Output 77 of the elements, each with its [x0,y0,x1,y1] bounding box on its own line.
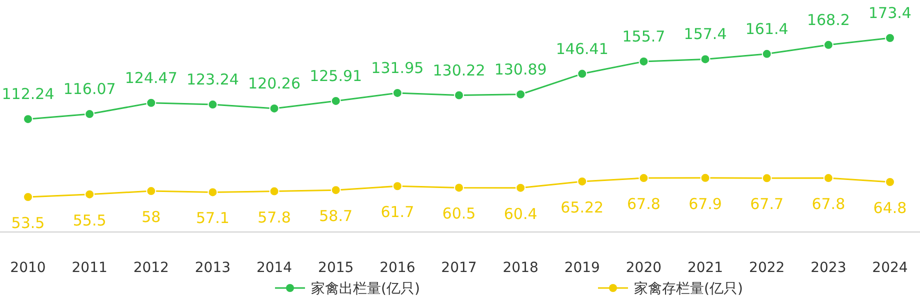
x-tick-label: 2015 [318,260,354,276]
point [454,182,464,193]
data-label: 58.7 [319,207,353,226]
point [577,68,588,79]
data-label: 57.8 [258,208,291,226]
point [516,89,526,100]
data-label: 53.5 [11,214,45,232]
point [392,181,402,192]
x-tick-label: 2020 [626,260,662,276]
x-tick-label: 2010 [10,260,46,276]
data-label: 67.8 [812,195,846,214]
x-tick-label: 2022 [749,260,785,276]
point [23,114,33,124]
point [885,177,895,188]
point [823,173,834,184]
x-tick-label: 2011 [72,260,108,276]
data-label: 120.26 [248,74,301,92]
data-label: 57.1 [196,209,230,228]
data-label: 124.47 [124,68,178,87]
data-label: 61.7 [380,203,414,222]
x-tick-label: 2017 [441,260,477,276]
point [577,176,588,186]
point [23,192,33,202]
point [823,40,834,50]
legend-label: 家禽出栏量(亿只) [311,281,420,297]
x-tick-label: 2018 [502,260,538,276]
point [392,88,402,98]
data-label: 67.8 [627,195,660,214]
point [885,33,895,43]
x-tick-label: 2023 [810,260,846,276]
data-label: 130.89 [494,60,547,78]
point [454,90,464,100]
data-label: 116.07 [63,80,116,98]
point [208,100,218,110]
point [700,172,710,183]
data-label: 125.91 [310,66,362,85]
data-label: 173.4 [868,4,912,22]
data-label: 55.5 [72,211,106,230]
data-label: 112.24 [2,85,54,104]
point [208,187,218,198]
point [84,189,95,200]
point [762,173,772,184]
point [84,109,95,120]
point [700,54,710,64]
data-label: 123.24 [186,70,239,89]
x-tick-label: 2016 [380,260,416,276]
point [638,56,649,66]
point [762,48,772,59]
x-tick-label: 2014 [256,260,292,276]
data-label: 60.5 [442,204,476,223]
data-label: 67.7 [750,195,784,214]
data-label: 58 [142,208,161,226]
x-tick-label: 2024 [872,260,908,276]
data-label: 161.4 [745,20,788,38]
data-label: 168.2 [806,10,850,29]
point [269,103,280,114]
data-label: 67.9 [688,194,722,213]
point [330,185,341,196]
data-label: 157.4 [684,25,727,44]
data-label: 130.22 [432,61,486,80]
data-label: 60.4 [504,204,538,223]
data-label: 146.41 [556,40,608,58]
point [330,96,341,106]
data-label: 131.95 [371,58,424,77]
point [146,186,156,196]
x-tick-label: 2019 [564,260,600,276]
x-tick-label: 2013 [194,260,231,276]
data-label: 155.7 [622,27,666,46]
data-label: 65.22 [560,198,604,216]
legend-label: 家禽存栏量(亿只) [634,281,743,297]
point [638,173,649,184]
x-tick-label: 2012 [133,260,169,276]
point [516,182,526,193]
point [269,186,280,196]
data-label: 64.8 [873,199,907,218]
x-tick-label: 2021 [687,260,724,276]
point [146,98,156,108]
